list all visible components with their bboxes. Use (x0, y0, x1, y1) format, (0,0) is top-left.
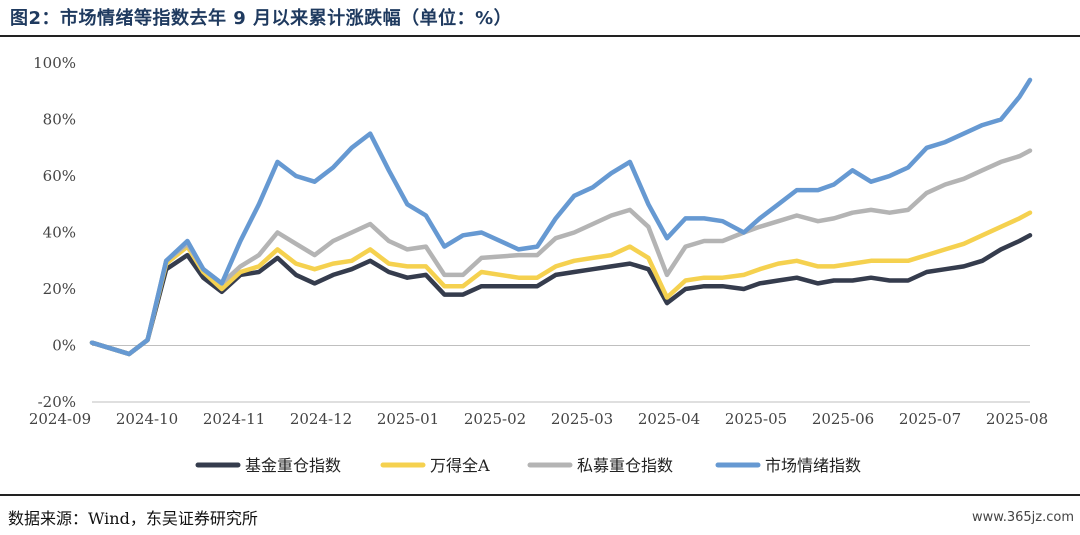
legend-label: 私募重仓指数 (577, 456, 673, 475)
figure-title: 图2：市场情绪等指数去年 9 月以来累计涨跌幅（单位：%） (10, 8, 513, 29)
y-tick-label: 0% (52, 337, 76, 355)
x-tick-label: 2024-12 (290, 410, 352, 428)
x-tick-label: 2024-10 (116, 410, 178, 428)
y-tick-label: 20% (43, 280, 76, 298)
legend-label: 万得全A (430, 456, 490, 475)
y-tick-label: 80% (43, 111, 76, 129)
chart-area: -20% 0% 20% 40% 60% 80% 100% 2024-09 2024-10 2024… (0, 37, 1080, 491)
y-tick-label: -20% (38, 393, 76, 411)
series-line-3 (89, 148, 1033, 357)
x-tick-label: 2025-08 (986, 410, 1048, 428)
footer-divider (0, 494, 1080, 496)
legend-label: 基金重仓指数 (245, 456, 341, 475)
source-note: 数据来源：Wind，东吴证券研究所 (8, 509, 258, 528)
x-tick-label: 2025-02 (464, 410, 526, 428)
x-tick-label: 2024-09 (29, 410, 91, 428)
x-tick-label: 2024-11 (203, 410, 265, 428)
x-tick-label: 2025-04 (638, 410, 700, 428)
title-divider (0, 35, 1080, 37)
watermark: www.365jz.com (972, 510, 1074, 525)
line-chart: -20% 0% 20% 40% 60% 80% 100% 2024-09 2024-10 2024… (29, 54, 1048, 475)
x-tick-label: 2025-01 (377, 410, 439, 428)
series-line-2 (89, 210, 1033, 357)
legend-label: 市场情绪指数 (765, 456, 861, 475)
series-line-1 (89, 233, 1033, 357)
x-tick-label: 2025-06 (812, 410, 874, 428)
x-tick-label: 2025-07 (899, 410, 961, 428)
y-tick-label: 100% (33, 54, 76, 72)
y-tick-label: 60% (43, 167, 76, 185)
y-tick-label: 40% (43, 224, 76, 242)
series-line-4 (89, 77, 1033, 357)
x-tick-label: 2025-03 (551, 410, 613, 428)
x-tick-label: 2025-05 (725, 410, 787, 428)
